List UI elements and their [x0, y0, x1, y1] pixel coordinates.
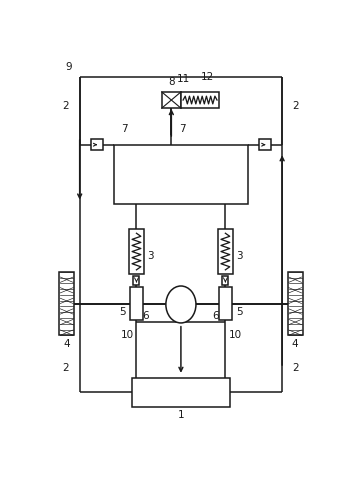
Text: 3: 3 [148, 251, 154, 261]
Bar [218, 230, 233, 274]
Text: 12: 12 [201, 72, 214, 82]
Text: 4: 4 [292, 338, 298, 348]
Bar [91, 140, 103, 150]
Text: 5: 5 [236, 307, 243, 317]
Bar [288, 272, 303, 336]
Text: 4: 4 [64, 338, 70, 348]
Text: 8: 8 [168, 78, 175, 88]
Bar [132, 378, 230, 406]
Text: 3: 3 [237, 251, 243, 261]
Text: 5: 5 [119, 307, 126, 317]
Bar [259, 140, 271, 150]
Text: 7: 7 [179, 124, 186, 134]
Text: 9: 9 [65, 62, 72, 72]
Text: 2: 2 [293, 363, 299, 373]
Text: 11: 11 [177, 74, 190, 84]
Text: 6: 6 [143, 311, 149, 321]
Text: 6: 6 [213, 311, 219, 321]
Bar [162, 92, 181, 108]
Text: 2: 2 [63, 101, 69, 111]
Bar [222, 276, 228, 285]
Text: 7: 7 [121, 124, 128, 134]
Bar [181, 92, 219, 108]
Ellipse shape [166, 286, 196, 323]
Bar [114, 144, 248, 204]
Bar [129, 230, 144, 274]
Bar [59, 272, 74, 336]
Text: 10: 10 [120, 330, 133, 340]
Bar [130, 287, 143, 320]
Bar [219, 287, 232, 320]
Text: 1: 1 [178, 410, 184, 420]
Text: 2: 2 [63, 363, 69, 373]
Bar [133, 276, 139, 285]
Text: 2: 2 [293, 101, 299, 111]
Text: 10: 10 [228, 330, 241, 340]
